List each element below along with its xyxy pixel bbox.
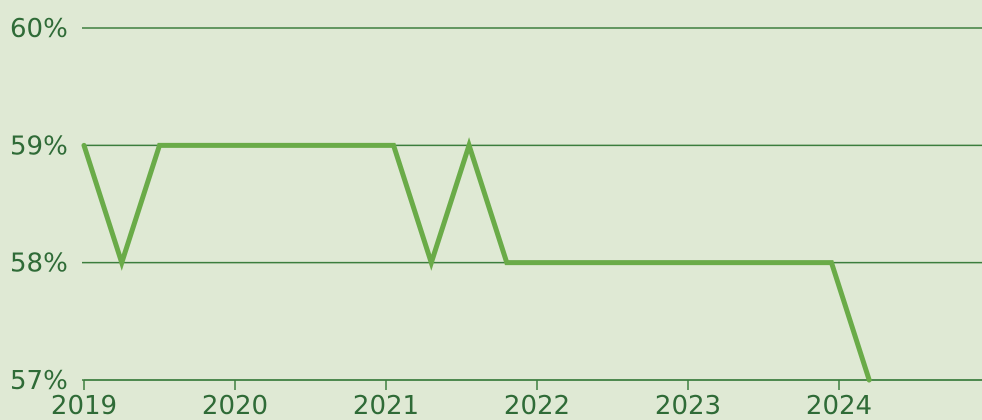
x-tick-label: 2019 <box>51 391 117 420</box>
x-tick-label: 2020 <box>202 391 268 420</box>
x-tick-label: 2024 <box>806 391 872 420</box>
x-tick-label: 2023 <box>655 391 721 420</box>
y-tick-label: 58% <box>10 249 68 279</box>
x-tick-label: 2022 <box>504 391 570 420</box>
y-tick-label: 57% <box>10 366 68 396</box>
axis-layer: 57% 58% 59% 60% 2019 2020 2021 2022 2023 2024 <box>10 14 982 420</box>
grid-layer <box>82 27 982 381</box>
y-tick-label: 60% <box>10 14 68 44</box>
x-tick-label: 2021 <box>353 391 419 420</box>
series-layer <box>81 137 872 383</box>
y-tick-label: 59% <box>10 131 68 161</box>
